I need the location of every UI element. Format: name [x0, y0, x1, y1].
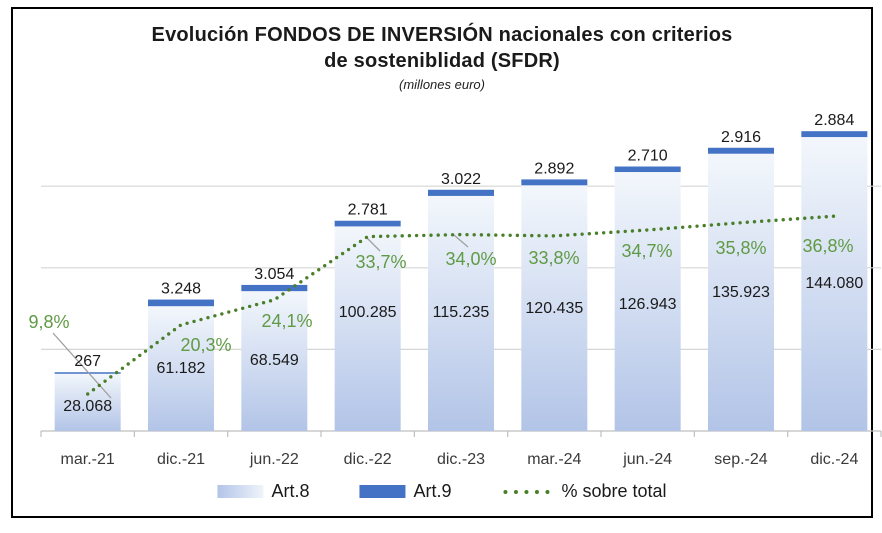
- x-axis-label: sep.-24: [714, 451, 767, 468]
- art8-bar: [707, 153, 774, 431]
- art9-value-label: 2.916: [721, 129, 761, 146]
- x-axis-label: mar.-21: [61, 451, 115, 468]
- chart-title-line2: de sosteniblidad (SFDR): [324, 50, 560, 72]
- pct-label: 34,0%: [445, 249, 496, 269]
- art8-value-label: 126.943: [619, 296, 677, 313]
- art9-bar: [614, 166, 681, 173]
- art9-bar: [707, 147, 774, 154]
- legend-label-art9: Art.9: [413, 481, 452, 501]
- art8-bar: [801, 137, 868, 432]
- art8-bar: [521, 185, 588, 431]
- art8-value-label: 115.235: [433, 304, 490, 321]
- legend: Art.8 Art.9 % sobre total: [217, 481, 667, 502]
- pct-label: 36,8%: [802, 236, 853, 256]
- pct-label: 33,8%: [528, 248, 579, 268]
- x-axis-label: dic.-23: [437, 451, 485, 468]
- art9-value-label: 3.054: [254, 266, 294, 283]
- art9-bar: [334, 220, 401, 227]
- art8-bar: [54, 373, 121, 431]
- pct-label: 33,7%: [355, 252, 406, 272]
- legend-item-pct: % sobre total: [501, 481, 667, 502]
- leader-line: [365, 236, 381, 252]
- chart-title-line1: Evolución FONDOS DE INVERSIÓN nacionales…: [151, 24, 733, 46]
- art8-value-label: 135.923: [712, 284, 770, 301]
- x-axis-label: dic.-24: [810, 451, 858, 468]
- art9-value-label: 2.892: [534, 160, 574, 177]
- pct-label: 24,1%: [261, 311, 312, 331]
- x-axis-label: mar.-24: [527, 451, 581, 468]
- art8-bar: [614, 172, 681, 431]
- legend-label-art8: Art.8: [271, 481, 310, 501]
- legend-item-art8: Art.8: [217, 481, 309, 502]
- art8-gradient-swatch-icon: [217, 485, 264, 498]
- pct-label: 34,7%: [621, 241, 672, 261]
- art9-bar: [147, 299, 214, 307]
- art9-bar: [54, 372, 121, 374]
- art9-value-label: 2.884: [814, 112, 854, 129]
- art9-value-label: 267: [74, 353, 101, 370]
- leader-line: [453, 234, 469, 248]
- chart-frame: Evolución FONDOS DE INVERSIÓN nacionales…: [11, 7, 882, 518]
- legend-label-pct: % sobre total: [561, 481, 667, 501]
- leader-line: [52, 332, 112, 399]
- green-dotted-line-swatch-icon: [501, 487, 554, 497]
- art8-value-label: 68.549: [250, 352, 299, 369]
- art8-value-label: 28.068: [63, 398, 112, 415]
- x-axis-label: jun.-24: [622, 451, 672, 468]
- x-axis-label: jun.-22: [249, 451, 299, 468]
- art9-value-label: 3.022: [441, 171, 481, 188]
- art8-value-label: 61.182: [157, 360, 206, 377]
- x-axis-label: dic.-22: [344, 451, 392, 468]
- chart-subtitle: (millones euro): [399, 77, 485, 92]
- art8-bar: [334, 226, 401, 431]
- art9-bar: [241, 284, 308, 292]
- art9-bar: [801, 131, 868, 138]
- art8-bar: [241, 291, 308, 431]
- pct-dotted-line: [86, 214, 836, 396]
- plot-area: 267 28.068 9,8% mar.-21 3.248 61.182 20,3% dic.…: [28, 112, 882, 468]
- art9-bar: [427, 189, 494, 196]
- legend-item-art9: Art.9: [359, 481, 451, 502]
- pct-label: 35,8%: [715, 238, 766, 258]
- art8-value-label: 144.080: [805, 275, 863, 292]
- art9-bar: [521, 179, 588, 186]
- title-block: Evolución FONDOS DE INVERSIÓN nacionales…: [13, 22, 871, 92]
- art9-value-label: 2.781: [348, 202, 388, 219]
- art9-solid-swatch-icon: [359, 485, 406, 498]
- art9-value-label: 3.248: [161, 281, 201, 298]
- pct-label: 9,8%: [28, 312, 69, 332]
- art9-value-label: 2.710: [628, 148, 668, 165]
- art8-value-label: 120.435: [525, 300, 583, 317]
- x-axis-label: dic.-21: [157, 451, 205, 468]
- pct-label: 20,3%: [180, 335, 231, 355]
- art8-bar: [147, 306, 214, 431]
- art8-value-label: 100.285: [339, 304, 397, 321]
